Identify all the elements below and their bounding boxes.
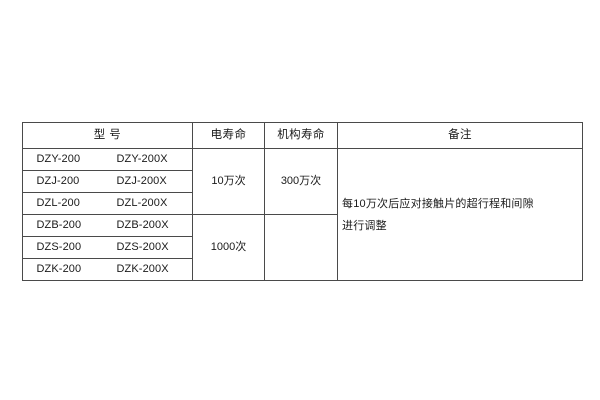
model-code-base: DZS-200 xyxy=(36,241,82,254)
model-cell: DZL-200 DZL-200X xyxy=(22,192,193,215)
model-cell: DZK-200 DZK-200X xyxy=(22,258,193,281)
model-code-base: DZK-200 xyxy=(36,263,82,276)
model-cell: DZJ-200 DZJ-200X xyxy=(22,170,193,193)
model-code-base: DZY-200 xyxy=(36,153,81,166)
remarks-cell: 每10万次后应对接触片的超行程和间隙 进行调整 xyxy=(337,148,583,281)
model-code-base: DZJ-200 xyxy=(36,175,80,188)
model-code-base: DZL-200 xyxy=(36,197,80,210)
model-code-x: DZL-200X xyxy=(116,197,168,210)
model-cell: DZY-200 DZY-200X xyxy=(22,148,193,171)
column-header-electrical-life: 电寿命 xyxy=(192,122,265,149)
electrical-life-value-group-2: 1000次 xyxy=(192,214,265,281)
table-row: DZK-200 DZK-200X xyxy=(22,258,583,281)
model-code-x: DZS-200X xyxy=(116,241,169,254)
column-header-model: 型 号 xyxy=(22,122,193,149)
remarks-line-1: 每10万次后应对接触片的超行程和间隙 xyxy=(342,197,534,210)
mechanical-life-value-group-2 xyxy=(264,214,338,281)
column-header-mechanical-life: 机构寿命 xyxy=(264,122,338,149)
table-row: DZL-200 DZL-200X xyxy=(22,192,583,215)
mechanical-life-value-group-1: 300万次 xyxy=(264,148,338,215)
model-code-x: DZY-200X xyxy=(116,153,168,166)
model-code-base: DZB-200 xyxy=(36,219,82,232)
model-cell: DZS-200 DZS-200X xyxy=(22,236,193,259)
model-cell: DZB-200 DZB-200X xyxy=(22,214,193,237)
model-code-x: DZB-200X xyxy=(116,219,169,232)
specification-table-container: 型 号 电寿命 机构寿命 备注 DZY-200 DZY-200X 10万次 30… xyxy=(22,122,583,281)
remarks-line-2: 进行调整 xyxy=(342,219,387,232)
electrical-life-value-group-1: 10万次 xyxy=(192,148,265,215)
column-header-remarks: 备注 xyxy=(337,122,583,149)
model-code-x: DZJ-200X xyxy=(116,175,167,188)
model-code-x: DZK-200X xyxy=(116,263,169,276)
relay-specification-table: 型 号 电寿命 机构寿命 备注 DZY-200 DZY-200X 10万次 30… xyxy=(22,122,583,281)
table-row: DZY-200 DZY-200X 10万次 300万次 每10万次后应对接触片的… xyxy=(22,148,583,281)
table-header-row: 型 号 电寿命 机构寿命 备注 xyxy=(22,122,583,149)
